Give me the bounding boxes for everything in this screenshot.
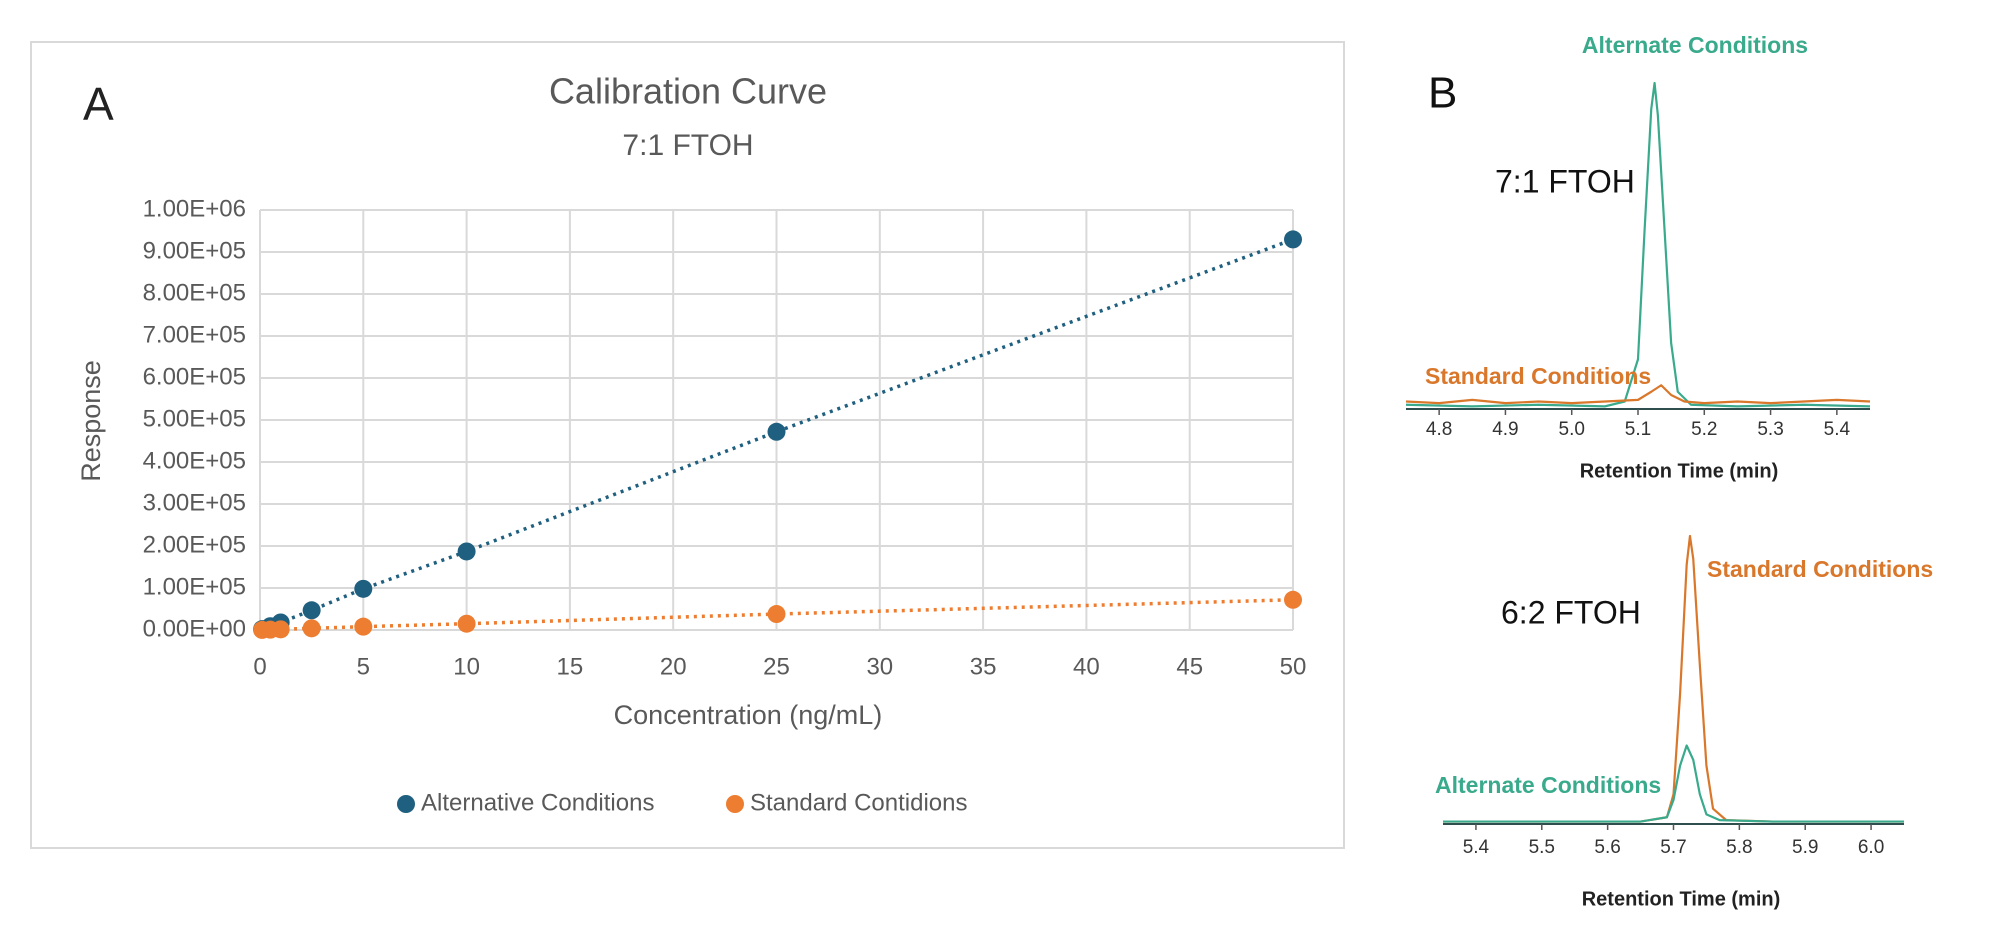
x-tick-label: 6.0: [1858, 837, 1884, 858]
x-tick-label: 15: [557, 653, 584, 680]
x-tick-label: 10: [453, 653, 480, 680]
x-tick-label: 5.9: [1792, 837, 1818, 858]
chart-title: Calibration Curve: [549, 71, 827, 112]
x-axis-label: Retention Time (min): [1582, 888, 1781, 910]
data-point: [302, 601, 321, 620]
x-axis-label: Retention Time (min): [1580, 460, 1779, 482]
chromatogram-trace: [1443, 744, 1904, 823]
data-point: [354, 617, 373, 636]
series-label: Standard Conditions: [1425, 363, 1651, 389]
chart-frame: [30, 41, 1345, 849]
x-tick-label: 5.8: [1726, 837, 1752, 858]
x-tick-label: 5.3: [1757, 419, 1783, 440]
x-tick-label: 0: [253, 653, 266, 680]
legend-marker: [397, 795, 415, 813]
data-point: [767, 422, 786, 441]
x-tick-label: 5.0: [1559, 419, 1585, 440]
x-tick-label: 5.6: [1594, 837, 1620, 858]
y-tick-label: 1.00E+05: [143, 573, 246, 600]
x-tick-label: 40: [1073, 653, 1100, 680]
x-tick-label: 4.8: [1426, 419, 1452, 440]
compound-label: 6:2 FTOH: [1501, 594, 1641, 630]
x-tick-label: 45: [1176, 653, 1203, 680]
x-tick-label: 5.4: [1463, 837, 1490, 858]
x-tick-label: 50: [1280, 653, 1307, 680]
data-point: [457, 614, 476, 633]
y-tick-label: 9.00E+05: [143, 237, 246, 264]
y-tick-label: 1.00E+06: [143, 195, 246, 222]
x-tick-label: 5: [357, 653, 370, 680]
x-tick-label: 5.4: [1824, 419, 1851, 440]
data-point: [1284, 230, 1302, 249]
data-point: [767, 605, 786, 624]
series-label: Alternate Conditions: [1582, 32, 1808, 58]
y-tick-label: 8.00E+05: [143, 279, 246, 306]
legend-label: Alternative Conditions: [421, 789, 654, 816]
series-label: Standard Conditions: [1707, 556, 1933, 582]
chromatogram-trace: [1405, 384, 1871, 405]
x-tick-label: 30: [866, 653, 893, 680]
x-tick-label: 5.7: [1660, 837, 1686, 858]
y-tick-label: 7.00E+05: [143, 321, 246, 348]
y-tick-label: 6.00E+05: [143, 363, 246, 390]
data-point: [1284, 590, 1302, 609]
chart-subtitle: 7:1 FTOH: [622, 129, 753, 162]
panel-label: A: [83, 78, 114, 130]
legend-marker: [726, 795, 744, 813]
x-tick-label: 4.9: [1492, 419, 1518, 440]
x-tick-label: 5.1: [1625, 419, 1651, 440]
data-point: [457, 542, 476, 561]
x-tick-label: 5.5: [1529, 837, 1555, 858]
data-point: [354, 579, 373, 598]
y-tick-label: 5.00E+05: [143, 405, 246, 432]
x-tick-label: 5.2: [1691, 419, 1717, 440]
y-tick-label: 0.00E+00: [143, 615, 246, 642]
compound-label: 7:1 FTOH: [1495, 163, 1635, 199]
y-tick-label: 4.00E+05: [143, 447, 246, 474]
y-tick-label: 3.00E+05: [143, 489, 246, 516]
panel-label: B: [1428, 69, 1457, 118]
data-point: [271, 620, 290, 639]
y-axis-label: Response: [76, 360, 106, 482]
x-axis-label: Concentration (ng/mL): [614, 700, 883, 730]
series-label: Alternate Conditions: [1435, 772, 1661, 798]
x-tick-label: 20: [660, 653, 687, 680]
legend-label: Standard Contidions: [750, 789, 967, 816]
chromatogram-trace: [1405, 81, 1871, 408]
data-point: [302, 619, 321, 638]
x-tick-label: 25: [763, 653, 790, 680]
y-tick-label: 2.00E+05: [143, 531, 246, 558]
x-tick-label: 35: [970, 653, 997, 680]
